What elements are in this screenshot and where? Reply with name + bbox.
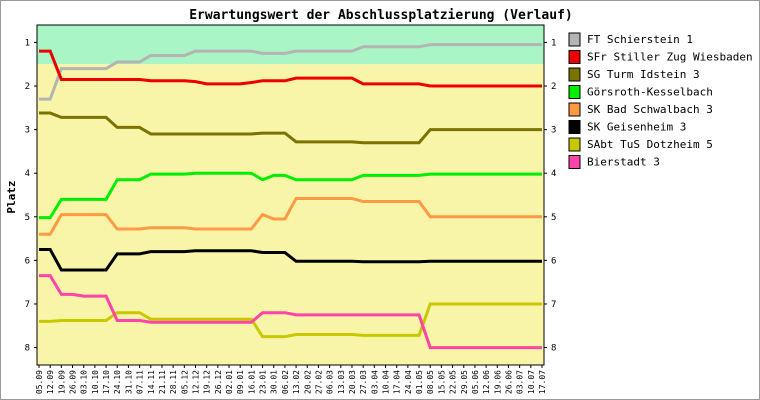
x-tick-label: 30.01: [270, 370, 279, 394]
y-tick-label-right: 1: [551, 38, 556, 48]
x-tick-label: 24.10: [113, 370, 122, 394]
x-tick-label: 13.02: [292, 370, 301, 394]
y-axis-ticks: 1 1 2 2 3 3 4 4 5 5 6 6 7 7 8 8: [25, 38, 557, 353]
x-tick-label: 06.03: [326, 370, 335, 394]
x-tick-label: 19.12: [203, 370, 212, 394]
x-tick-label: 12.12: [191, 370, 200, 394]
series-line-0: [39, 43, 542, 101]
x-tick-label: 16.01: [247, 370, 256, 394]
x-tick-label: 13.03: [337, 370, 346, 394]
series-line-4: [39, 196, 542, 236]
y-tick-label-right: 8: [551, 344, 556, 354]
y-tick-label-left: 6: [25, 256, 30, 266]
legend-swatch-1: [568, 50, 581, 64]
legend-label-0: FT Schierstein 1: [587, 33, 693, 46]
x-tick-label: 29.05: [460, 370, 469, 394]
x-tick-label: 26.12: [214, 370, 223, 394]
x-tick-label: 05.06: [471, 370, 480, 394]
series-line-3: [39, 171, 542, 220]
x-tick-label: 19.06: [493, 370, 502, 394]
legend-label-5: SK Geisenheim 3: [587, 121, 686, 134]
legend-swatch-7: [568, 155, 581, 169]
x-tick-label: 17.04: [393, 370, 402, 394]
y-axis-label: Platz: [5, 180, 18, 213]
series-line-7: [39, 274, 542, 350]
series-line-2: [39, 111, 542, 145]
chart-title: Erwartungswert der Abschlussplatzierung …: [189, 8, 573, 23]
y-tick-label-left: 2: [25, 82, 30, 92]
x-axis-ticks: 05.09 12.09 19.09 26.09 03.10 10.10 17.10 24.10…: [35, 365, 547, 394]
x-tick-label: 21.11: [158, 370, 167, 394]
y-tick-label-right: 3: [551, 126, 556, 136]
y-tick-label-left: 4: [25, 169, 30, 179]
y-tick-label-right: 4: [551, 169, 556, 179]
x-tick-label: 01.05: [415, 370, 424, 394]
legend-swatch-3: [568, 85, 581, 99]
x-tick-label: 23.01: [259, 370, 268, 394]
x-tick-label: 20.02: [303, 370, 312, 394]
x-tick-label: 19.09: [57, 370, 66, 394]
series-line-5: [39, 247, 542, 272]
x-tick-label: 08.05: [426, 370, 435, 394]
legend-label-3: Görsroth-Kesselbach: [587, 86, 713, 99]
x-tick-label: 24.04: [404, 370, 413, 394]
series-lines: [39, 43, 542, 350]
legend-swatch-6: [568, 137, 581, 152]
y-tick-label-left: 3: [25, 126, 30, 136]
x-tick-label: 17.10: [102, 370, 111, 394]
legend-label-6: SAbt TuS Dotzheim 5: [587, 138, 713, 151]
x-tick-label: 06.02: [281, 370, 290, 394]
x-tick-label: 31.10: [124, 370, 133, 394]
plot-frame: [36, 24, 545, 366]
series-line-6: [39, 302, 542, 339]
x-tick-label: 10.10: [91, 370, 100, 394]
legend-swatch-4: [568, 102, 581, 117]
x-tick-label: 05.12: [180, 370, 189, 394]
x-tick-label: 03.10: [80, 370, 89, 394]
y-tick-label-right: 2: [551, 82, 556, 92]
y-tick-label-right: 6: [551, 256, 556, 266]
x-tick-label: 26.09: [69, 370, 78, 394]
y-tick-label-left: 1: [25, 38, 30, 48]
legend: FT Schierstein 1 SFr Stiller Zug Wiesbade…: [568, 32, 759, 169]
x-tick-label: 15.05: [437, 370, 446, 394]
x-tick-label: 27.02: [314, 370, 323, 394]
band-1: [37, 64, 544, 365]
x-tick-label: 27.03: [359, 370, 368, 394]
legend-label-4: SK Bad Schwalbach 3: [587, 103, 713, 116]
y-tick-label-left: 7: [25, 300, 30, 310]
x-tick-label: 28.11: [169, 370, 178, 394]
x-tick-label: 07.11: [136, 370, 145, 394]
y-tick-label-left: 8: [25, 344, 30, 354]
x-tick-label: 26.06: [504, 370, 513, 394]
legend-swatch-0: [568, 32, 581, 47]
series-line-1: [39, 49, 542, 88]
x-tick-label: 14.11: [147, 370, 156, 394]
x-tick-label: 12.06: [482, 370, 491, 394]
y-tick-label-left: 5: [25, 213, 30, 223]
x-tick-label: 09.01: [236, 370, 245, 394]
legend-swatch-2: [568, 67, 581, 82]
x-tick-label: 22.05: [449, 370, 458, 394]
y-tick-label-right: 7: [551, 300, 556, 310]
x-tick-label: 05.09: [35, 370, 44, 394]
x-tick-label: 02.01: [225, 370, 234, 394]
x-tick-label: 20.03: [348, 370, 357, 394]
x-tick-label: 12.09: [46, 370, 55, 394]
y-tick-label-right: 5: [551, 213, 556, 223]
legend-swatch-5: [568, 120, 581, 134]
legend-label-2: SG Turm Idstein 3: [587, 68, 700, 81]
legend-label-7: Bierstadt 3: [587, 156, 660, 169]
x-tick-label: 10.04: [382, 370, 391, 394]
x-tick-label: 03.07: [516, 370, 525, 394]
x-tick-label: 10.07: [527, 370, 536, 394]
legend-label-1: SFr Stiller Zug Wiesbaden 2: [587, 51, 759, 64]
x-tick-label: 17.07: [538, 370, 547, 394]
x-tick-label: 03.04: [370, 370, 379, 394]
